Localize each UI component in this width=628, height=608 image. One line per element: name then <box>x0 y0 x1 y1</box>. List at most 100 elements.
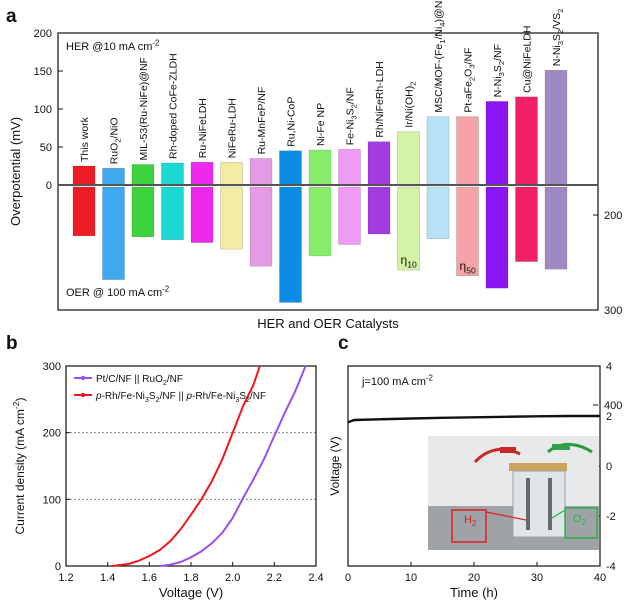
electrolyzer-photo: H2 O2 <box>428 436 599 550</box>
y-axis-label: Overpotential (mV) <box>8 117 23 226</box>
x-tick-label: 1.8 <box>183 572 198 584</box>
h2-callout-box <box>451 509 487 543</box>
oer-bar <box>308 186 332 257</box>
x-tick-label: 0 <box>345 572 351 584</box>
eta10-label: η10 <box>401 253 417 270</box>
legend-marker <box>80 375 86 381</box>
panel-b-polarization-chart: 1.2 1.4 1.6 1.8 2.0 2.2 2.4 0 100 200 300 Voltage (… <box>11 361 323 600</box>
her-bar <box>249 158 273 186</box>
x-axis-label: HER and OER Catalysts <box>257 316 399 331</box>
oer-bar <box>220 186 243 250</box>
x-axis-label: Voltage (V) <box>159 585 223 600</box>
her-bar <box>131 164 155 186</box>
her-bar <box>279 150 302 186</box>
her-bar <box>338 149 361 186</box>
catalyst-label: N-Ni3S2/NF <box>492 44 506 97</box>
catalyst-label: Ru,Ni-CoP <box>286 97 298 147</box>
catalyst-label: Rh-doped CoFe-ZLDH <box>168 53 180 159</box>
legend-marker <box>80 392 86 398</box>
catalyst-label: N-Ni3S2/VS2 <box>551 9 565 67</box>
her-bar <box>308 149 332 186</box>
series-line <box>111 365 261 567</box>
x-tick-label: 30 <box>531 572 543 584</box>
plot-frame <box>57 32 599 311</box>
catalyst-label: Rh/NiFeRh-LDH <box>374 61 386 137</box>
current-density-annotation: j=100 mA cm-2 <box>361 374 433 388</box>
h2-label: H2 <box>464 514 477 528</box>
oer-bar <box>131 186 155 238</box>
y-tick-label: 0 <box>55 561 61 573</box>
o2-label: O2 <box>573 513 587 527</box>
panel-a-bar-chart: 0 50 100 150 200 200 300 400 Overpotential (mV) H… <box>8 0 622 412</box>
oer-bar <box>397 186 420 271</box>
catalyst-label: NiFeRu-LDH <box>227 98 239 158</box>
y-tick-label: 4 <box>606 361 612 373</box>
catalyst-label: MSC/MOF-(Fe1/Ni4)@NF <box>433 0 447 113</box>
left-tick-label: 150 <box>34 66 52 78</box>
oer-bar <box>544 186 568 270</box>
left-tick-label: 0 <box>46 180 52 192</box>
electrode-right <box>548 478 552 530</box>
her-bar <box>544 69 568 186</box>
x-tick-label: 1.4 <box>100 572 115 584</box>
o2-callout-line <box>551 509 566 519</box>
x-axis-label: Time (h) <box>450 585 498 600</box>
x-tick-label: 2.2 <box>267 572 282 584</box>
legend-label: Pt/C/NF || RuO2/NF <box>96 374 183 387</box>
catalyst-label: Pt-aFe2O3/NF <box>463 48 477 113</box>
o2-callout-box <box>564 507 598 539</box>
oer-bar <box>249 186 273 267</box>
clip-green <box>552 444 570 450</box>
right-tick-label: 200 <box>604 210 622 222</box>
x-tick-label: 20 <box>468 572 480 584</box>
her-bar <box>456 116 479 186</box>
oer-bar <box>515 186 538 262</box>
y-axis-label: Voltage (V) <box>328 436 342 495</box>
catalyst-label: Ir/Ni(OH)2 <box>404 82 418 128</box>
oer-bar <box>279 186 302 303</box>
oer-annotation: OER @ 100 mA cm-2 <box>66 285 169 299</box>
catalyst-label: This work <box>79 116 91 162</box>
her-bar <box>515 96 538 186</box>
panel-b-letter: b <box>6 333 18 354</box>
series-line <box>159 365 307 567</box>
x-tick-label: 1.6 <box>142 572 157 584</box>
panel-a-letter: a <box>6 6 17 27</box>
her-bar <box>190 161 214 186</box>
legend-label: p-Rh/Fe-Ni3S2/NF || p-Rh/Fe-Ni3S2/NF <box>95 391 266 404</box>
oer-bar <box>485 186 509 289</box>
panel-c-stability-chart: 0 10 20 30 40-4 -2 0 2 4 Time (h) Voltage (V) j=100… <box>328 361 616 600</box>
eta50-label: η50 <box>460 259 476 276</box>
catalyst-label: Fe-Ni3S2/NF <box>345 87 359 145</box>
catalyst-label: Ru-NiFeLDH <box>197 98 209 158</box>
oer-bar <box>190 186 214 243</box>
h2-callout-line <box>485 511 527 521</box>
her-bar <box>426 116 450 186</box>
left-tick-label: 200 <box>34 28 52 40</box>
her-bar <box>220 161 243 186</box>
left-tick-label: 100 <box>34 104 52 116</box>
oer-bar <box>456 186 479 277</box>
oer-bar <box>367 186 391 235</box>
her-bar <box>102 168 125 186</box>
her-bar <box>367 141 391 186</box>
oer-bar <box>161 186 184 240</box>
y-axis-label: Current density (mA cm-2) <box>11 397 27 534</box>
electrolyzer-lid <box>509 463 567 471</box>
y-tick-label: -4 <box>606 561 616 573</box>
y-tick-label: 0 <box>606 461 612 473</box>
right-tick-label: 300 <box>604 305 622 317</box>
oer-bar <box>426 186 450 239</box>
y-tick-label: 100 <box>43 494 61 506</box>
catalyst-label: Cu@NiFeLDH <box>522 26 534 93</box>
oer-bar <box>72 186 96 237</box>
x-tick-label: 2.4 <box>308 572 323 584</box>
her-bar <box>72 165 96 186</box>
her-bar <box>397 131 420 186</box>
electrode-left <box>526 478 530 530</box>
oer-bar <box>338 186 361 245</box>
her-bar <box>161 162 184 186</box>
x-tick-label: 10 <box>405 572 417 584</box>
x-tick-label: 1.2 <box>58 572 73 584</box>
